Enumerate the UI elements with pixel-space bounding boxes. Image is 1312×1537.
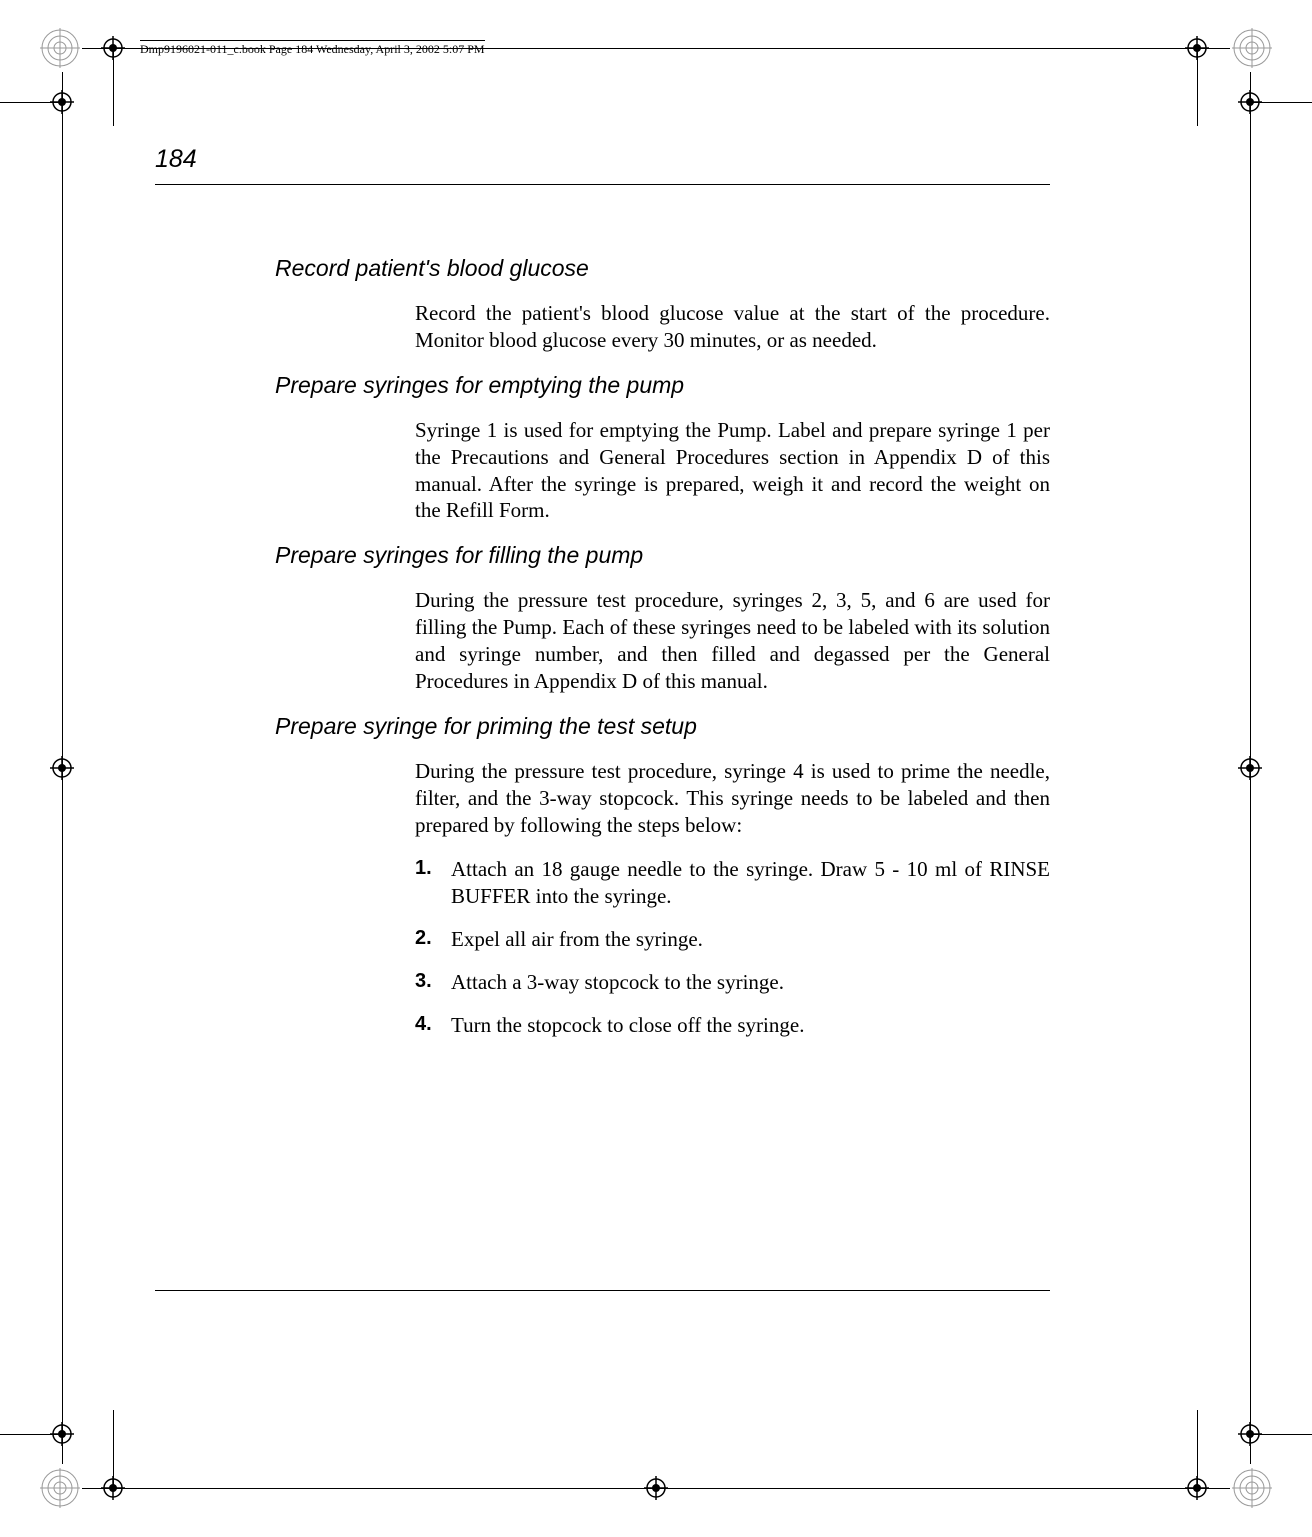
print-header: Dmp9196021-011_c.book Page 184 Wednesday… [140, 40, 485, 57]
body-paragraph: Record the patient's blood glucose value… [415, 300, 1050, 354]
list-number: 3. [415, 969, 451, 996]
list-number: 1. [415, 856, 451, 910]
page-rule-top [155, 184, 1050, 185]
crosshair-icon [1238, 90, 1262, 114]
list-item: 2. Expel all air from the syringe. [415, 926, 1050, 953]
page-number: 184 [155, 145, 1050, 174]
crosshair-icon [101, 36, 125, 60]
section-heading: Prepare syringes for filling the pump [275, 542, 1050, 569]
crosshair-icon [50, 756, 74, 780]
list-item: 1. Attach an 18 gauge needle to the syri… [415, 856, 1050, 910]
section-heading: Prepare syringes for emptying the pump [275, 372, 1050, 399]
section-heading: Prepare syringe for priming the test set… [275, 713, 1050, 740]
crosshair-icon [1185, 1476, 1209, 1500]
list-text: Attach an 18 gauge needle to the syringe… [451, 856, 1050, 910]
list-text: Turn the stopcock to close off the syrin… [451, 1012, 1050, 1039]
crosshair-icon [644, 1476, 668, 1500]
list-item: 4. Turn the stopcock to close off the sy… [415, 1012, 1050, 1039]
list-text: Expel all air from the syringe. [451, 926, 1050, 953]
page-content: 184 Record patient's blood glucose Recor… [155, 145, 1050, 1055]
reg-mark-bl [40, 1468, 80, 1508]
crosshair-icon [1185, 36, 1209, 60]
crosshair-icon [50, 90, 74, 114]
list-item: 3. Attach a 3-way stopcock to the syring… [415, 969, 1050, 996]
ordered-list: 1. Attach an 18 gauge needle to the syri… [415, 856, 1050, 1038]
list-text: Attach a 3-way stopcock to the syringe. [451, 969, 1050, 996]
reg-mark-tl [40, 28, 80, 68]
reg-mark-br [1232, 1468, 1272, 1508]
crosshair-icon [1238, 756, 1262, 780]
list-number: 4. [415, 1012, 451, 1039]
body-paragraph: During the pressure test procedure, syri… [415, 587, 1050, 695]
crosshair-icon [50, 1422, 74, 1446]
crosshair-icon [101, 1476, 125, 1500]
body-paragraph: Syringe 1 is used for emptying the Pump.… [415, 417, 1050, 525]
section-heading: Record patient's blood glucose [275, 255, 1050, 282]
crosshair-icon [1238, 1422, 1262, 1446]
page-rule-bottom [155, 1290, 1050, 1291]
list-number: 2. [415, 926, 451, 953]
body-paragraph: During the pressure test procedure, syri… [415, 758, 1050, 839]
reg-mark-tr [1232, 28, 1272, 68]
